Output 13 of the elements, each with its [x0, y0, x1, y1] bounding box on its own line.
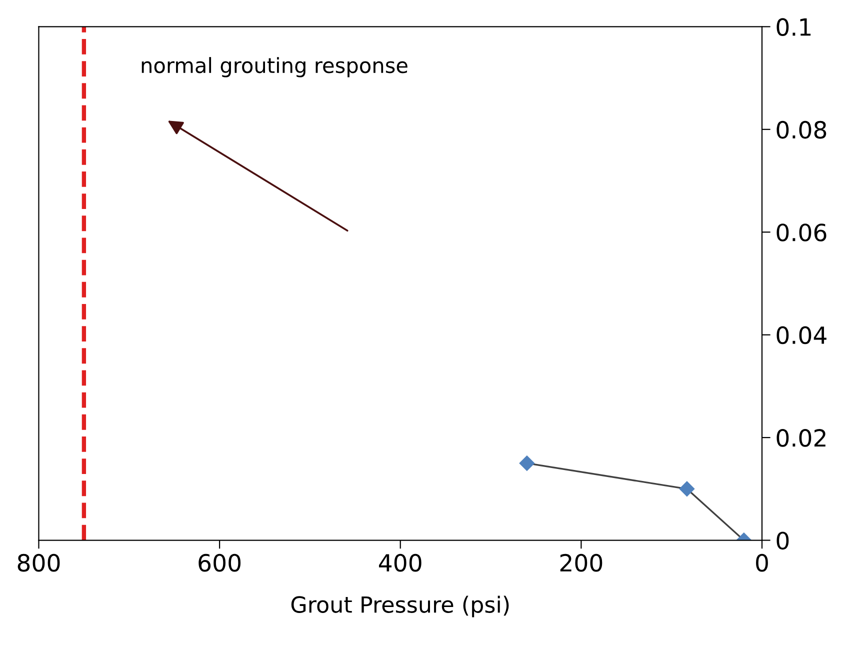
y-tick-label: 0.06: [776, 224, 826, 242]
y-tick-label: 0.08: [776, 120, 826, 139]
x-tick-label: 800: [18, 554, 60, 572]
x-tick-label: 600: [198, 554, 241, 572]
y-tick-label: 0.1: [776, 18, 811, 36]
x-tick-label: 400: [378, 554, 422, 572]
y-tick-label: 0: [776, 532, 789, 550]
y-tick-label: 0.02: [776, 429, 826, 447]
x-axis-title: Grout Pressure (psi): [291, 596, 509, 618]
x-tick-label: 200: [560, 554, 602, 572]
y-tick-label: 0.04: [776, 326, 826, 344]
annotation: normal grouting response: [142, 57, 408, 78]
x-tick-label: 0: [756, 554, 768, 572]
